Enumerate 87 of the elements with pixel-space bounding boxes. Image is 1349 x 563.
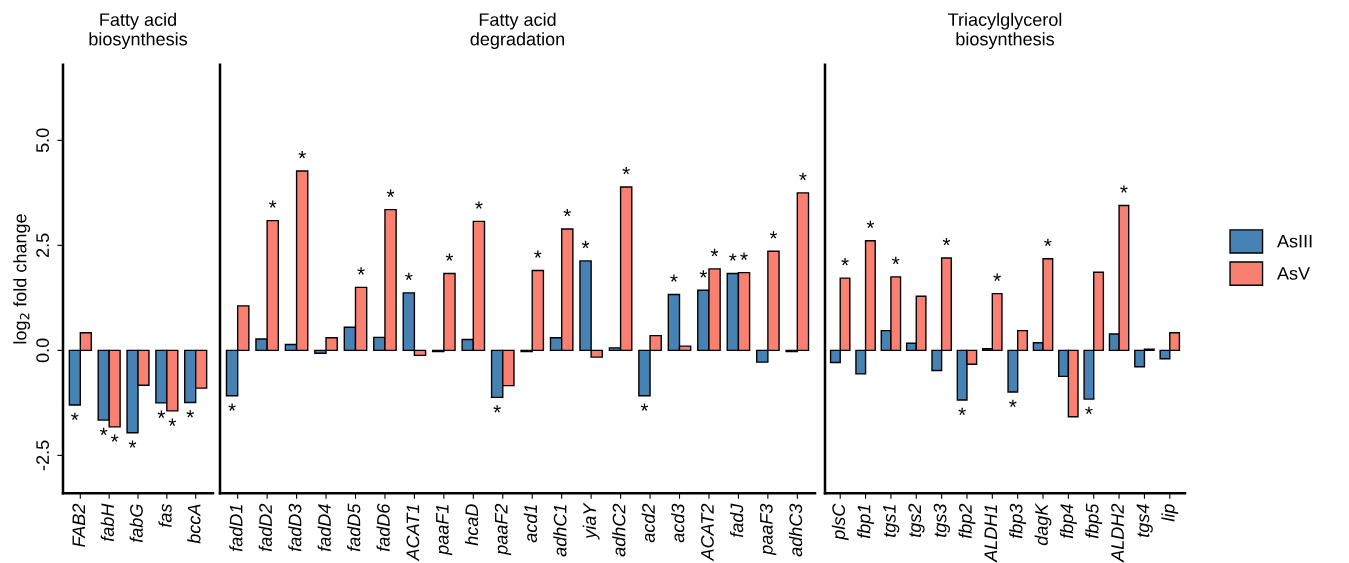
annotation: * xyxy=(298,150,306,159)
x-tick-label: tgs3 xyxy=(933,503,951,537)
x-tick-label: fbp5 xyxy=(1085,503,1103,539)
x-tick-label: fadD3 xyxy=(288,503,302,552)
chart-title: Fatty acid degradation xyxy=(470,12,565,50)
x-tick-label: fadD2 xyxy=(258,503,272,552)
annotation: * xyxy=(640,403,649,411)
x-tick-label: bccA xyxy=(187,504,201,544)
x-tick-label: FAB2 xyxy=(72,503,85,547)
x-tick-label: fadD6 xyxy=(376,503,390,552)
annotation: * xyxy=(493,405,501,413)
annotation: * xyxy=(534,250,542,258)
x-tick-label: fbp3 xyxy=(1009,503,1027,539)
x-tick-label: fabG xyxy=(129,504,143,543)
annotation: * xyxy=(71,412,79,420)
x-tick-label: hcaD xyxy=(464,504,479,546)
annotation: * xyxy=(99,427,108,436)
x-tick-label: fbp1 xyxy=(857,505,874,539)
annotation: * xyxy=(186,410,194,418)
x-tick-label: adhC2 xyxy=(612,503,626,557)
x-tick-label: acd3 xyxy=(671,503,685,543)
x-tick-label: tgs1 xyxy=(883,505,900,537)
x-tick-label: fadD1 xyxy=(229,505,243,552)
x-tick-label: tgs4 xyxy=(1136,504,1153,537)
x-tick-label: fbp4 xyxy=(1059,504,1077,539)
annotation: * xyxy=(892,256,900,265)
x-tick-label: fadJ xyxy=(730,503,744,538)
annotation: * xyxy=(128,440,137,448)
x-tick-label: acd2 xyxy=(641,503,655,543)
y-axis-title: log$_{2}$ fold change xyxy=(13,214,31,344)
annotation: * xyxy=(1120,185,1128,193)
annotation: * xyxy=(1009,399,1017,407)
annotation: * xyxy=(563,208,572,217)
x-tick-label: yiaY xyxy=(582,502,600,540)
x-tick-label: fadD4 xyxy=(317,504,331,552)
annotation: * xyxy=(357,267,365,275)
annotation: * xyxy=(445,253,454,261)
annotation: * xyxy=(1044,238,1052,247)
annotation: * xyxy=(386,189,395,197)
legend-label: AsV xyxy=(1277,267,1311,280)
y-tick-label: -2.5 xyxy=(36,440,50,471)
annotation: * xyxy=(866,220,875,229)
annotation: * xyxy=(841,258,849,266)
annotation: * xyxy=(942,237,951,246)
annotation: * xyxy=(168,418,177,426)
annotation: * xyxy=(581,240,590,249)
annotation: * xyxy=(993,273,1001,281)
x-tick-label: ALDH2 xyxy=(1111,503,1124,563)
annotation: * xyxy=(1085,406,1093,415)
annotation: * xyxy=(269,200,277,208)
y-tick-label: 0.0 xyxy=(36,338,50,363)
legend-label: AsIII xyxy=(1277,234,1312,248)
annotation: * xyxy=(740,252,748,260)
x-tick-label: plsC xyxy=(831,503,849,541)
annotation: * xyxy=(710,248,719,257)
x-tick-label: fbp2 xyxy=(958,503,976,539)
annotation: * xyxy=(769,231,778,239)
x-tick-label: paaF1 xyxy=(436,505,453,556)
x-tick-label: ALDH1 xyxy=(984,505,997,563)
annotation: * xyxy=(699,270,708,278)
chart-title: Fatty acid biosynthesis xyxy=(89,12,188,50)
annotation: * xyxy=(157,410,166,418)
x-tick-label: adhC3 xyxy=(788,503,803,557)
x-tick-label: paaF2 xyxy=(494,503,512,556)
annotation: * xyxy=(475,201,483,209)
x-tick-label: paaF3 xyxy=(759,503,777,556)
annotation: * xyxy=(622,166,630,175)
x-tick-label: fas xyxy=(158,503,172,528)
x-tick-label: acd1 xyxy=(523,505,538,543)
annotation: * xyxy=(670,274,678,282)
x-tick-label: lip xyxy=(1161,504,1179,522)
x-tick-label: ACAT2 xyxy=(701,503,714,562)
x-tick-label: tgs2 xyxy=(908,503,925,537)
x-tick-label: adhC1 xyxy=(553,505,567,557)
x-tick-label: fadD5 xyxy=(347,503,361,552)
annotation: * xyxy=(228,403,236,411)
y-tick-label: 2.5 xyxy=(36,233,50,257)
annotation: * xyxy=(405,272,413,281)
x-tick-label: ACAT1 xyxy=(406,505,420,562)
annotation: * xyxy=(110,434,119,442)
x-tick-label: fabH xyxy=(100,503,114,542)
annotation: * xyxy=(799,172,807,181)
y-tick-label: 5.0 xyxy=(36,128,50,153)
x-tick-label: dagK xyxy=(1034,502,1052,546)
annotation: * xyxy=(958,407,966,415)
chart-title: Triacylglycerol biosynthesis xyxy=(948,12,1062,50)
annotation: * xyxy=(729,253,737,261)
